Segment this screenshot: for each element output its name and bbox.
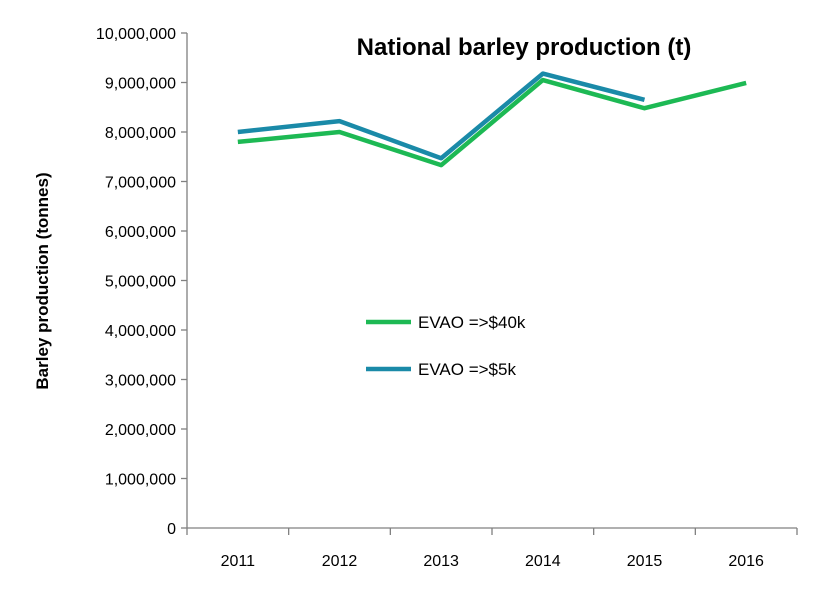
y-tick-label: 0 [167, 521, 176, 538]
legend: EVAO =>$40k EVAO =>$5k [366, 313, 526, 379]
x-tick-label: 2012 [322, 553, 358, 570]
x-tick-label: 2016 [728, 553, 764, 570]
y-tick-label: 7,000,000 [105, 175, 176, 192]
axes [181, 32, 798, 535]
y-tick-label: 4,000,000 [105, 323, 176, 340]
y-tick-label: 3,000,000 [105, 373, 176, 390]
y-tick-labels: 0 1,000,000 2,000,000 3,000,000 4,000,000 5,0… [96, 26, 176, 538]
y-axis-label: Barley production (tonnes) [33, 172, 52, 389]
series-lines [237, 71, 747, 168]
series-line-1 [237, 77, 747, 168]
legend-label-1: EVAO =>$40k [418, 313, 526, 332]
x-tick-label: 2015 [627, 553, 663, 570]
x-tick-label: 2011 [221, 553, 256, 570]
y-tick-label: 9,000,000 [105, 76, 176, 93]
legend-label-2: EVAO =>$5k [418, 360, 516, 379]
y-tick-label: 10,000,000 [96, 26, 176, 43]
y-tick-label: 6,000,000 [105, 224, 176, 241]
y-tick-label: 2,000,000 [105, 422, 176, 439]
x-tick-label: 2013 [423, 553, 459, 570]
x-tick-label: 2014 [525, 553, 561, 570]
y-tick-label: 5,000,000 [105, 274, 176, 291]
y-tick-label: 1,000,000 [105, 472, 176, 489]
x-tick-labels: 2011 2012 2013 2014 2015 2016 [221, 553, 764, 570]
chart-title: National barley production (t) [357, 34, 692, 61]
series-line-2 [237, 71, 646, 161]
y-tick-label: 8,000,000 [105, 125, 176, 142]
